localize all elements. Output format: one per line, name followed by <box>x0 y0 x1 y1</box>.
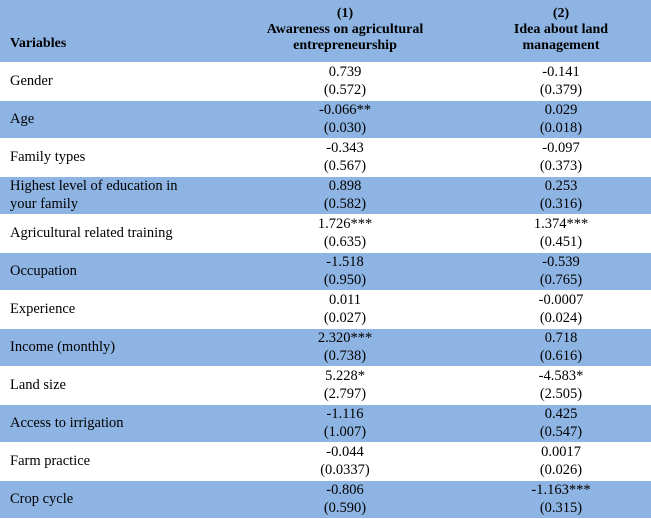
variable-label: Gender <box>10 73 53 89</box>
col1-value: -0.066** <box>319 102 371 118</box>
col1-se: (0.738) <box>323 348 367 364</box>
table-row: Crop cycle -0.806 (0.590) -1.163*** (0.3… <box>0 481 651 519</box>
variable-label: Highest level of education in your famil… <box>10 177 178 213</box>
variable-label-line1: Highest level of education in <box>10 178 178 194</box>
col2-se: (0.451) <box>539 234 583 250</box>
col1-value: 2.320*** <box>317 330 373 346</box>
col2-se: (2.505) <box>539 386 583 402</box>
col1-value: -1.116 <box>326 406 364 422</box>
table-row: Agricultural related training 1.726*** (… <box>0 215 651 253</box>
col2-se: (0.018) <box>539 120 583 136</box>
col1-value: 0.739 <box>328 64 362 80</box>
table-row: Income (monthly) 2.320*** (0.738) 0.718 … <box>0 329 651 367</box>
col2-value: 0.253 <box>544 178 578 194</box>
col1-se: (0.027) <box>323 310 367 326</box>
table-row: Experience 0.011 (0.027) -0.0007 (0.024) <box>0 291 651 329</box>
table-row: Access to irrigation -1.116 (1.007) 0.42… <box>0 405 651 443</box>
col1-se: (0.950) <box>323 272 367 288</box>
col2-se: (0.316) <box>539 196 583 212</box>
col2-value: -0.097 <box>542 140 580 156</box>
variable-label: Experience <box>10 301 76 317</box>
col2-value: -0.141 <box>542 64 580 80</box>
col2-value: 0.718 <box>544 330 578 346</box>
col2-value: -0.0007 <box>538 292 584 308</box>
col1-number: (1) <box>336 6 354 21</box>
col2-number: (2) <box>552 6 570 21</box>
col2-se: (0.315) <box>539 500 583 516</box>
col2-se: (0.026) <box>539 462 583 478</box>
table-row: Family types -0.343 (0.567) -0.097 (0.37… <box>0 139 651 177</box>
variable-label: Age <box>10 111 35 127</box>
col1-value: 0.011 <box>328 292 362 308</box>
table-header: Variables (1) Awareness on agricultural … <box>0 0 651 63</box>
col2-value: 0.0017 <box>541 444 581 460</box>
col2-header: (2) Idea about land management <box>486 6 636 54</box>
variable-label-line2: your family <box>10 196 79 212</box>
col1-value: -0.343 <box>326 140 364 156</box>
col1-value: -0.806 <box>326 482 364 498</box>
col2-value: 0.029 <box>544 102 578 118</box>
table-row: Occupation -1.518 (0.950) -0.539 (0.765) <box>0 253 651 291</box>
col1-se: (2.797) <box>323 386 367 402</box>
col2-title-line2: management <box>522 38 600 53</box>
table-row: Farm practice -0.044 (0.0337) 0.0017 (0.… <box>0 443 651 481</box>
col2-value: -0.539 <box>542 254 580 270</box>
col1-se: (0.582) <box>323 196 367 212</box>
col2-title-line1: Idea about land <box>513 22 609 37</box>
col1-value: 5.228* <box>325 368 365 384</box>
col1-se: (0.572) <box>323 82 367 98</box>
col1-value: 0.898 <box>328 178 362 194</box>
col1-se: (1.007) <box>323 424 367 440</box>
table-row: Highest level of education in your famil… <box>0 177 651 215</box>
variable-label: Occupation <box>10 263 77 279</box>
col2-value: -4.583* <box>538 368 584 384</box>
col1-title-line1: Awareness on agricultural <box>266 22 424 37</box>
variable-label: Access to irrigation <box>10 415 124 431</box>
col2-se: (0.024) <box>539 310 583 326</box>
table-row: Gender 0.739 (0.572) -0.141 (0.379) <box>0 63 651 101</box>
col1-se: (0.030) <box>323 120 367 136</box>
col1-value: -0.044 <box>326 444 364 460</box>
variable-label: Agricultural related training <box>10 225 173 241</box>
variables-header: Variables <box>10 36 67 51</box>
col2-value: 0.425 <box>544 406 578 422</box>
col1-value: 1.726*** <box>317 216 373 232</box>
variable-label: Farm practice <box>10 453 91 469</box>
variable-label: Crop cycle <box>10 491 74 507</box>
col2-se: (0.379) <box>539 82 583 98</box>
table-row: Age -0.066** (0.030) 0.029 (0.018) <box>0 101 651 139</box>
variable-label: Income (monthly) <box>10 339 116 355</box>
col2-se: (0.616) <box>539 348 583 364</box>
variable-label: Family types <box>10 149 86 165</box>
col1-header: (1) Awareness on agricultural entreprene… <box>245 6 445 54</box>
col2-value: 1.374*** <box>533 216 589 232</box>
col2-value: -1.163*** <box>531 482 591 498</box>
col1-se: (0.567) <box>323 158 367 174</box>
col1-se: (0.635) <box>323 234 367 250</box>
table-row: Land size 5.228* (2.797) -4.583* (2.505) <box>0 367 651 405</box>
col2-se: (0.373) <box>539 158 583 174</box>
variable-label: Land size <box>10 377 66 393</box>
col1-se: (0.590) <box>323 500 367 516</box>
col2-se: (0.547) <box>539 424 583 440</box>
col1-title-line2: entrepreneurship <box>293 38 397 53</box>
col1-value: -1.518 <box>326 254 364 270</box>
col1-se: (0.0337) <box>320 462 370 478</box>
col2-se: (0.765) <box>539 272 583 288</box>
